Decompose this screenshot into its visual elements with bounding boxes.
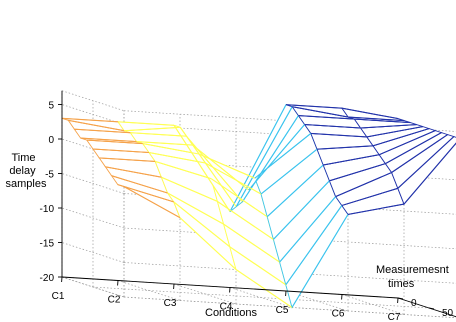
- surface-row-line-6-4: [323, 154, 380, 166]
- x-tick-label-C3: C3: [164, 298, 177, 309]
- surface-row-line-1-1: [124, 126, 181, 132]
- surface-row-line-0-2: [173, 125, 231, 212]
- surface-row-line-9-1: [173, 201, 231, 248]
- y-axis-label-line-1: Measuremesnt: [376, 264, 449, 276]
- surface-row-line-0-0: [61, 117, 119, 123]
- surface-row-line-3-4: [304, 123, 361, 129]
- surface-row-line-0-3: [229, 104, 287, 212]
- surface-row-line-3-5: [360, 124, 417, 129]
- surface-row-line-10-0: [123, 186, 181, 219]
- surface-row-line-9-4: [341, 187, 398, 207]
- x-tick-label-C7: C7: [388, 312, 401, 322]
- surface-row-line-6-3: [266, 164, 324, 218]
- surface-row-line-10-4: [347, 203, 405, 215]
- surface-row-line-1-4: [292, 106, 349, 118]
- surface-row-line-4-2: [198, 153, 256, 179]
- surface-row-line-10-2: [235, 269, 293, 308]
- surface-row-line-5-1: [148, 151, 206, 164]
- surface-row-line-1-0: [68, 119, 125, 132]
- x-tick-label-C6: C6: [332, 309, 345, 320]
- x-tick-label-C2: C2: [108, 295, 121, 306]
- z-tick-label-0: 5: [48, 101, 54, 112]
- left-wall-gridline-2: [61, 173, 125, 194]
- x-tick-label-C5: C5: [276, 305, 289, 316]
- z-tick-label-3: -10: [40, 204, 55, 215]
- z-tick-label-1: 0: [48, 135, 54, 146]
- left-wall-gridline-3: [61, 207, 125, 229]
- y-axis-label: Measuremesnt times: [376, 264, 452, 290]
- surface-row-line-7-1: [161, 176, 218, 202]
- surface-row-line-2-0: [74, 128, 131, 134]
- surface-row-line-10-1: [179, 217, 237, 270]
- z-axis-label-line-3: samples: [6, 178, 47, 190]
- tick-layer: C1C2C3C4C5C6C705010050-5-10-15-20: [40, 90, 456, 322]
- y-axis-label-line-2: times: [388, 278, 415, 290]
- y-tick-label-0: 0: [411, 298, 417, 309]
- x-axis-label: Conditions: [205, 307, 257, 319]
- surface-row-line-7-3: [273, 180, 330, 240]
- y-tick-label-1: 50: [442, 308, 454, 319]
- z-axis-label-line-1: Time: [11, 152, 35, 164]
- surface-row-line-8-3: [279, 196, 337, 263]
- surface-row-line-0-4: [285, 104, 343, 109]
- surface-row-line-0-1: [117, 121, 175, 126]
- surface-row-line-7-5: [385, 132, 442, 165]
- y-tick-mark-1: [428, 307, 435, 310]
- z-tick-label-5: -20: [40, 273, 55, 284]
- surface-row-line-8-2: [223, 223, 280, 263]
- surface-row-line-3-0: [80, 137, 137, 143]
- floor-gridline-y-1: [92, 286, 430, 309]
- surface-row-line-8-5: [391, 134, 448, 173]
- surface-row-line-6-0: [99, 157, 156, 162]
- surface-row-line-10-5: [403, 142, 456, 205]
- surface-layer: [61, 104, 456, 309]
- surface-row-line-2-1: [130, 132, 187, 137]
- z-tick-label-4: -15: [40, 239, 55, 250]
- surface-row-line-7-4: [329, 163, 386, 182]
- surface-row-line-7-0: [105, 166, 162, 178]
- z-axis-label: Time delay samples: [6, 152, 47, 190]
- surface-row-line-2-5: [354, 118, 411, 124]
- surface-row-line-9-5: [397, 136, 455, 189]
- surface-row-line-5-0: [92, 148, 150, 154]
- surface-row-line-4-5: [366, 126, 423, 138]
- x-tick-label-C4: C4: [220, 302, 233, 313]
- surface-row-line-5-5: [372, 128, 430, 147]
- surface-row-line-9-3: [285, 205, 343, 286]
- surface-row-line-7-2: [217, 200, 274, 240]
- z-tick-label-2: -5: [45, 170, 54, 181]
- surface-row-line-9-0: [117, 184, 174, 203]
- surface-row-line-9-2: [229, 246, 287, 286]
- surface-row-line-5-2: [204, 162, 262, 195]
- left-wall-gridline-4: [61, 242, 125, 263]
- surface-row-line-4-1: [142, 143, 199, 155]
- surface-row-line-8-1: [167, 192, 224, 225]
- surface-row-line-1-3: [235, 106, 293, 207]
- surface-row-line-4-4: [310, 132, 367, 138]
- surface-row-line-3-3: [248, 124, 306, 191]
- surface-row-line-6-1: [155, 160, 212, 180]
- y-tick-mark-0: [397, 297, 404, 300]
- surface-row-line-0-5: [341, 107, 399, 120]
- surface-row-line-8-4: [335, 171, 392, 198]
- box-top-left-edge: [61, 90, 125, 112]
- surface-row-line-4-3: [254, 132, 312, 179]
- z-axis-label-line-2: delay: [9, 165, 36, 177]
- surface-row-line-3-1: [136, 141, 193, 146]
- surface-row-line-5-4: [316, 145, 374, 150]
- surface-row-line-2-4: [298, 115, 355, 120]
- surface-row-line-2-3: [241, 115, 299, 203]
- surface-row-line-8-0: [111, 175, 168, 194]
- surface-row-line-5-3: [260, 148, 318, 195]
- x-tick-label-C1: C1: [52, 291, 65, 302]
- surface-row-line-4-0: [86, 139, 143, 145]
- surface-row-line-6-2: [210, 178, 268, 218]
- surface-row-line-1-5: [348, 116, 405, 122]
- surface-row-line-6-5: [378, 130, 436, 156]
